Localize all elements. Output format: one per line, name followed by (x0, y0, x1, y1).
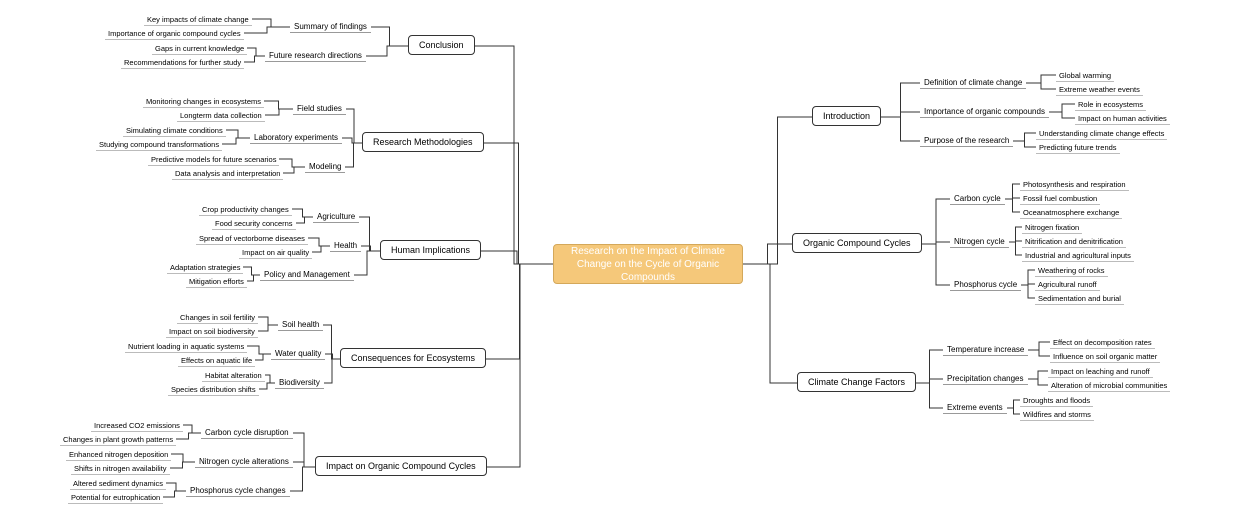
sub-node: Purpose of the research (920, 135, 1013, 147)
leaf-node: Nutrient loading in aquatic systems (125, 341, 247, 353)
branch-node: Introduction (812, 106, 881, 126)
leaf-node: Key impacts of climate change (144, 14, 252, 26)
leaf-node: Studying compound transformations (96, 139, 222, 151)
leaf-node: Predicting future trends (1036, 142, 1120, 154)
sub-node: Health (330, 240, 361, 252)
leaf-node: Influence on soil organic matter (1050, 351, 1160, 363)
leaf-node: Impact on human activities (1075, 113, 1170, 125)
leaf-node: Simulating climate conditions (123, 125, 226, 137)
sub-node: Carbon cycle (950, 193, 1005, 205)
sub-node: Extreme events (943, 402, 1007, 414)
branch-node: Impact on Organic Compound Cycles (315, 456, 487, 476)
leaf-node: Effect on decomposition rates (1050, 337, 1155, 349)
leaf-node: Photosynthesis and respiration (1020, 179, 1129, 191)
sub-node: Field studies (293, 103, 346, 115)
leaf-node: Enhanced nitrogen deposition (66, 449, 171, 461)
branch-node: Climate Change Factors (797, 372, 916, 392)
sub-node: Future research directions (265, 50, 366, 62)
leaf-node: Nitrification and denitrification (1022, 236, 1126, 248)
leaf-node: Industrial and agricultural inputs (1022, 250, 1134, 262)
leaf-node: Longterm data collection (177, 110, 265, 122)
leaf-node: Species distribution shifts (168, 384, 259, 396)
leaf-node: Droughts and floods (1020, 395, 1093, 407)
branch-node: Human Implications (380, 240, 481, 260)
center-node: Research on the Impact of Climate Change… (553, 244, 743, 284)
sub-node: Modeling (305, 161, 345, 173)
leaf-node: Impact on air quality (239, 247, 312, 259)
leaf-node: Importance of organic compound cycles (105, 28, 244, 40)
branch-node: Organic Compound Cycles (792, 233, 922, 253)
leaf-node: Altered sediment dynamics (70, 478, 166, 490)
leaf-node: Monitoring changes in ecosystems (143, 96, 264, 108)
sub-node: Temperature increase (943, 344, 1028, 356)
sub-node: Biodiversity (275, 377, 324, 389)
leaf-node: Adaptation strategies (167, 262, 243, 274)
leaf-node: Global warming (1056, 70, 1114, 82)
leaf-node: Impact on soil biodiversity (166, 326, 258, 338)
leaf-node: Gaps in current knowledge (152, 43, 247, 55)
leaf-node: Mitigation efforts (186, 276, 247, 288)
sub-node: Water quality (271, 348, 325, 360)
sub-node: Definition of climate change (920, 77, 1026, 89)
sub-node: Precipitation changes (943, 373, 1028, 385)
branch-node: Consequences for Ecosystems (340, 348, 486, 368)
leaf-node: Changes in soil fertility (177, 312, 258, 324)
leaf-node: Fossil fuel combustion (1020, 193, 1100, 205)
sub-node: Soil health (278, 319, 323, 331)
leaf-node: Increased CO2 emissions (91, 420, 183, 432)
leaf-node: Weathering of rocks (1035, 265, 1108, 277)
sub-node: Nitrogen cycle alterations (195, 456, 293, 468)
leaf-node: Role in ecosystems (1075, 99, 1146, 111)
sub-node: Phosphorus cycle changes (186, 485, 290, 497)
leaf-node: Spread of vectorborne diseases (196, 233, 308, 245)
leaf-node: Understanding climate change effects (1036, 128, 1167, 140)
sub-node: Summary of findings (290, 21, 371, 33)
leaf-node: Potential for eutrophication (68, 492, 163, 504)
leaf-node: Extreme weather events (1056, 84, 1143, 96)
leaf-node: Nitrogen fixation (1022, 222, 1082, 234)
leaf-node: Food security concerns (212, 218, 296, 230)
leaf-node: Changes in plant growth patterns (60, 434, 176, 446)
leaf-node: Oceanatmosphere exchange (1020, 207, 1122, 219)
leaf-node: Recommendations for further study (121, 57, 244, 69)
leaf-node: Alteration of microbial communities (1048, 380, 1170, 392)
sub-node: Policy and Management (260, 269, 354, 281)
branch-node: Research Methodologies (362, 132, 484, 152)
leaf-node: Shifts in nitrogen availability (71, 463, 170, 475)
sub-node: Importance of organic compounds (920, 106, 1049, 118)
sub-node: Laboratory experiments (250, 132, 342, 144)
sub-node: Phosphorus cycle (950, 279, 1021, 291)
sub-node: Carbon cycle disruption (201, 427, 293, 439)
leaf-node: Habitat alteration (202, 370, 265, 382)
leaf-node: Agricultural runoff (1035, 279, 1100, 291)
branch-node: Conclusion (408, 35, 475, 55)
leaf-node: Data analysis and interpretation (172, 168, 283, 180)
leaf-node: Effects on aquatic life (178, 355, 255, 367)
sub-node: Agriculture (313, 211, 359, 223)
leaf-node: Crop productivity changes (199, 204, 292, 216)
leaf-node: Predictive models for future scenarios (148, 154, 279, 166)
leaf-node: Impact on leaching and runoff (1048, 366, 1153, 378)
sub-node: Nitrogen cycle (950, 236, 1009, 248)
leaf-node: Sedimentation and burial (1035, 293, 1124, 305)
leaf-node: Wildfires and storms (1020, 409, 1094, 421)
